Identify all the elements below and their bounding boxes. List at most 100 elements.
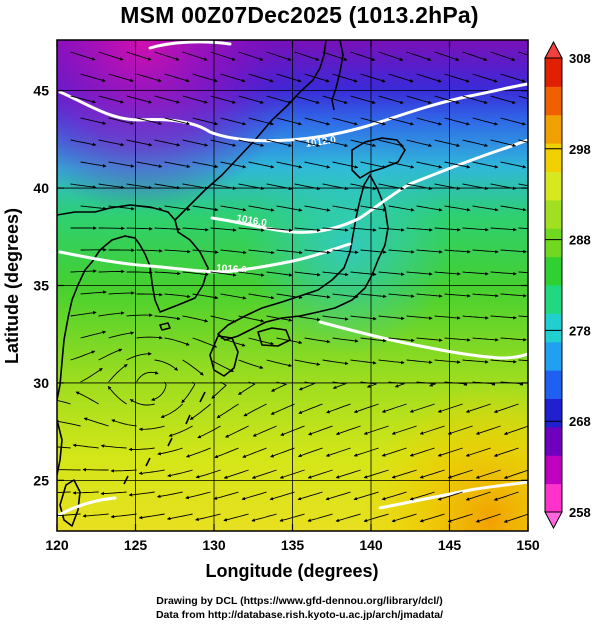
streamline: [326, 403, 351, 414]
streamline: [248, 249, 275, 255]
streamline: [388, 73, 414, 83]
streamline: [266, 271, 293, 277]
streamline: [490, 183, 517, 190]
streamline: [164, 161, 191, 169]
streamline: [164, 205, 191, 212]
streamline: [294, 315, 321, 322]
streamline: [462, 315, 489, 320]
streamline: [100, 491, 127, 496]
streamline: [70, 269, 97, 273]
streamline: [276, 73, 302, 83]
colorbar-segment: [545, 285, 562, 314]
streamline: [294, 95, 320, 104]
x-axis: 120 125 130 135 140 145 150: [45, 40, 540, 553]
streamline: [518, 51, 528, 56]
streamline: [350, 227, 377, 232]
streamline: [138, 469, 165, 476]
colorbar-segment: [545, 426, 562, 456]
streamline: [391, 425, 417, 435]
streamline: [57, 399, 71, 405]
streamline: [168, 425, 193, 437]
wind-streamlines: [57, 51, 528, 523]
streamline: [248, 293, 275, 300]
streamline: [75, 391, 99, 405]
streamline: [462, 271, 489, 276]
streamline: [500, 337, 527, 342]
streamline: [304, 249, 331, 255]
streamline: [182, 271, 209, 277]
streamline: [518, 315, 528, 318]
streamline: [185, 491, 211, 500]
colorbar-segment: [545, 483, 562, 513]
colorbar-max-triangle: [544, 40, 563, 59]
streamline: [108, 331, 135, 339]
x-tick-label: 135: [281, 537, 305, 553]
streamline: [419, 513, 445, 523]
y-tick-label: 45: [33, 83, 49, 99]
streamline: [437, 491, 463, 501]
streamline: [213, 491, 239, 500]
streamline: [128, 447, 155, 452]
colorbar-segment: [545, 199, 562, 229]
streamline: [360, 293, 387, 299]
streamline: [416, 249, 443, 254]
streamline: [332, 161, 359, 169]
streamline: [304, 73, 330, 83]
streamline: [294, 271, 321, 277]
streamline: [444, 161, 471, 169]
y-tick-label: 25: [33, 472, 49, 488]
streamline: [335, 513, 361, 523]
streamline: [279, 513, 305, 522]
streamline: [266, 95, 292, 104]
streamline: [322, 227, 349, 232]
streamline: [332, 337, 359, 343]
streamline: [406, 359, 433, 365]
streamline: [182, 95, 208, 104]
streamline: [276, 161, 303, 169]
streamline: [136, 371, 159, 383]
streamline: [266, 139, 293, 147]
streamline: [444, 381, 468, 386]
streamline: [304, 293, 331, 299]
streamline: [475, 513, 501, 523]
streamline: [465, 447, 491, 457]
x-tick-label: 150: [516, 537, 540, 553]
y-axis: 25 30 35 40 45: [33, 83, 528, 488]
streamline: [80, 117, 107, 125]
streamline: [156, 491, 183, 499]
streamline: [210, 271, 237, 277]
streamline: [192, 117, 219, 126]
streamline: [210, 51, 236, 61]
streamline: [447, 425, 473, 435]
streamline: [182, 51, 208, 61]
streamline: [462, 183, 489, 191]
streamline: [80, 368, 103, 383]
streamline: [472, 73, 498, 83]
streamline: [136, 161, 163, 168]
streamline: [80, 73, 106, 82]
streamline: [164, 293, 191, 299]
streamline: [70, 310, 97, 317]
streamline: [220, 293, 247, 300]
streamline: [270, 403, 295, 415]
streamline: [416, 161, 443, 169]
streamline: [100, 444, 127, 449]
streamline: [518, 95, 528, 100]
credit-drawing: Drawing by DCL (https://www.gfd-dennou.o…: [156, 595, 443, 607]
streamline: [211, 381, 227, 399]
streamline: [308, 425, 333, 436]
streamline: [72, 443, 99, 449]
streamline: [107, 385, 127, 405]
streamline: [294, 183, 321, 191]
streamline: [110, 469, 137, 473]
streamline: [297, 491, 323, 501]
streamline: [518, 183, 528, 187]
streamline: [238, 95, 264, 104]
streamline: [126, 270, 153, 275]
streamline: [238, 51, 264, 61]
streamline: [136, 292, 163, 297]
streamline: [251, 513, 277, 522]
streamline: [210, 315, 237, 323]
streamline: [304, 161, 331, 169]
